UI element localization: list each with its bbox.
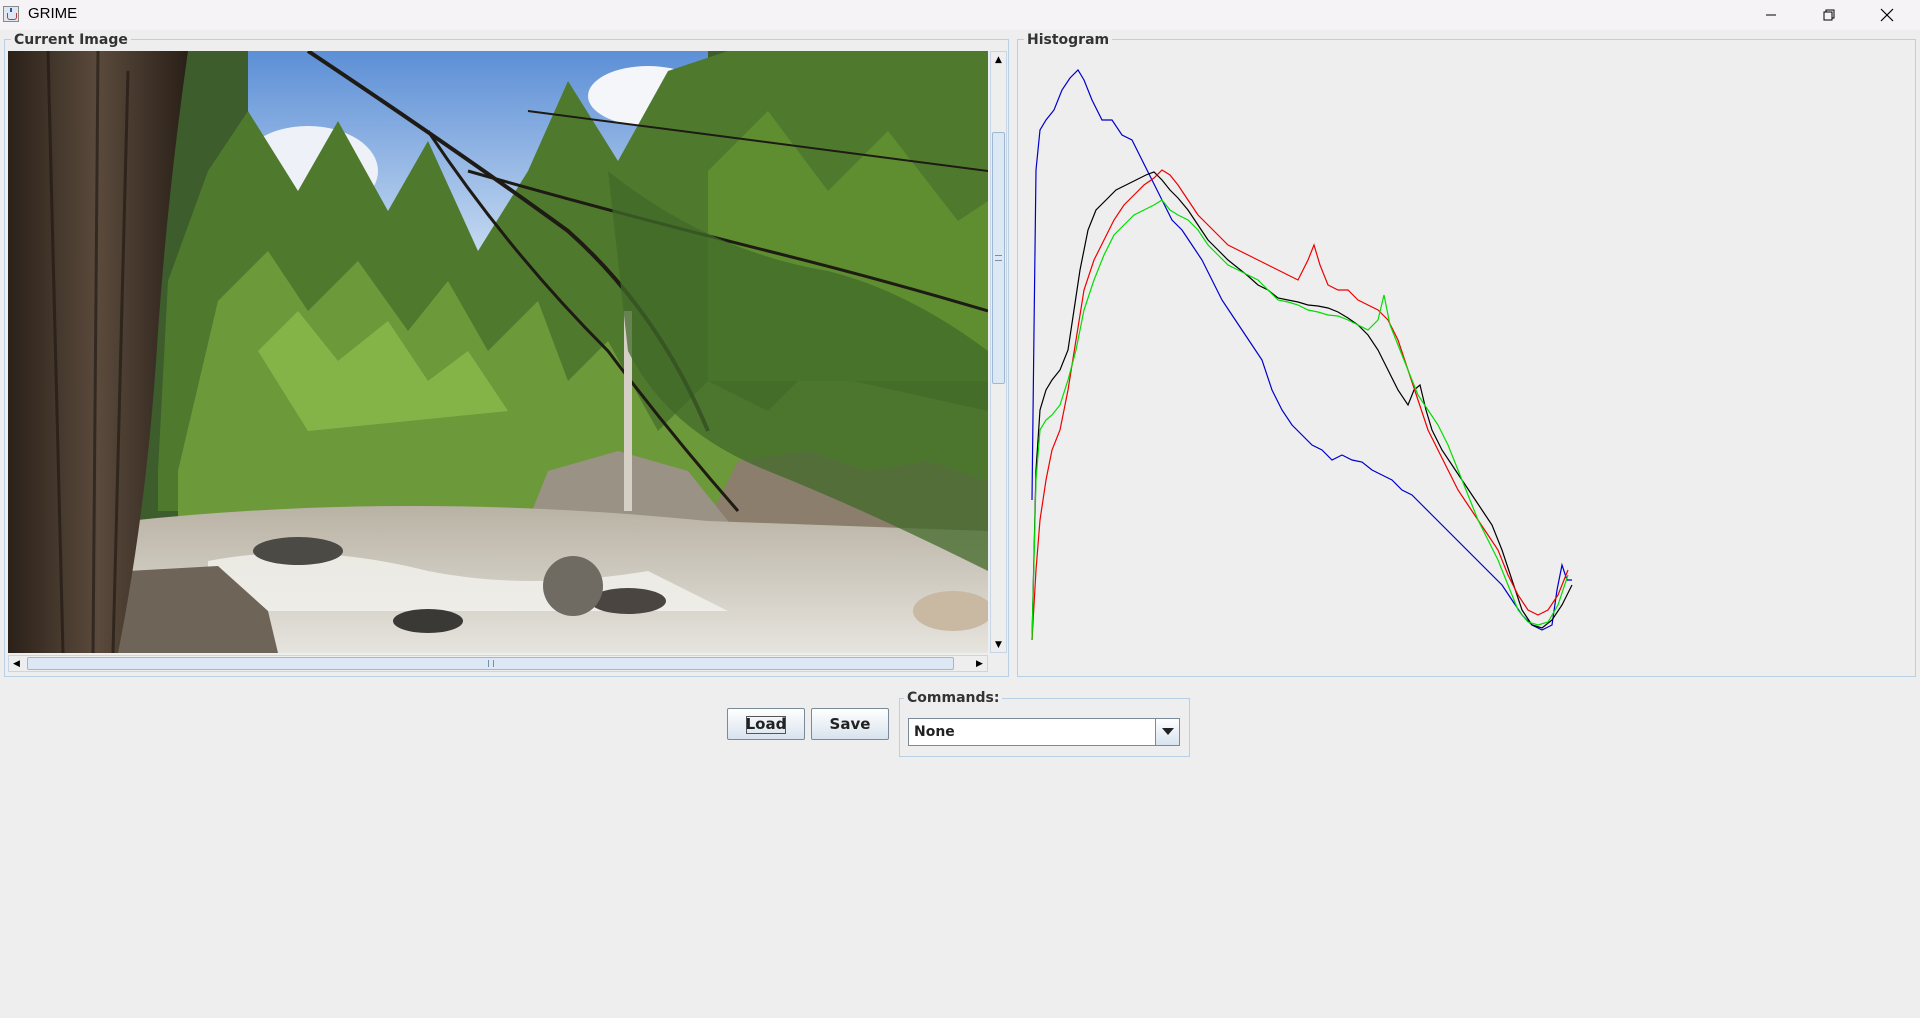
histogram-canvas xyxy=(1022,50,1912,672)
scroll-down-icon[interactable]: ▼ xyxy=(995,639,1002,650)
histogram-green-line xyxy=(1031,199,1569,641)
histogram-black-line xyxy=(1031,171,1573,641)
save-button[interactable]: Save xyxy=(811,708,889,740)
commands-panel: Commands: None xyxy=(899,690,1190,757)
histogram-blue-line xyxy=(1031,69,1572,631)
commands-selected-value: None xyxy=(914,724,955,740)
focus-indicator xyxy=(746,716,786,734)
close-button[interactable] xyxy=(1858,0,1916,30)
current-image-panel: Current Image xyxy=(4,32,1009,677)
histogram-label: Histogram xyxy=(1024,32,1113,48)
scroll-left-icon[interactable]: ◀ xyxy=(13,658,20,669)
histogram-red-line xyxy=(1031,169,1569,641)
histogram-plot xyxy=(1031,69,1573,641)
vertical-scrollbar[interactable]: ▲ ▼ xyxy=(990,51,1007,653)
title-bar: GRIME xyxy=(0,0,1920,30)
image-viewport[interactable] xyxy=(8,51,988,653)
current-image-label: Current Image xyxy=(11,32,131,48)
close-icon xyxy=(1880,8,1894,22)
horizontal-scroll-thumb[interactable] xyxy=(27,657,954,670)
minimize-button[interactable] xyxy=(1742,0,1800,30)
load-button-label: Load xyxy=(745,715,787,733)
minimize-icon xyxy=(1766,14,1776,16)
java-app-icon xyxy=(3,6,19,22)
scroll-up-icon[interactable]: ▲ xyxy=(995,54,1002,65)
scroll-right-icon[interactable]: ▶ xyxy=(976,658,983,669)
vertical-scroll-thumb[interactable] xyxy=(992,132,1005,384)
restore-button[interactable] xyxy=(1800,0,1858,30)
histogram-panel: Histogram xyxy=(1017,32,1916,677)
dropdown-arrow-icon[interactable] xyxy=(1155,719,1179,745)
horizontal-scrollbar[interactable]: ◀ ▶ xyxy=(8,655,988,672)
window-title: GRIME xyxy=(28,5,78,22)
save-button-label: Save xyxy=(829,715,871,733)
forest-river-photo xyxy=(8,51,988,653)
load-button[interactable]: Load xyxy=(727,708,805,740)
restore-icon xyxy=(1823,9,1835,21)
commands-label: Commands: xyxy=(904,690,1003,706)
commands-dropdown[interactable]: None xyxy=(908,718,1180,746)
